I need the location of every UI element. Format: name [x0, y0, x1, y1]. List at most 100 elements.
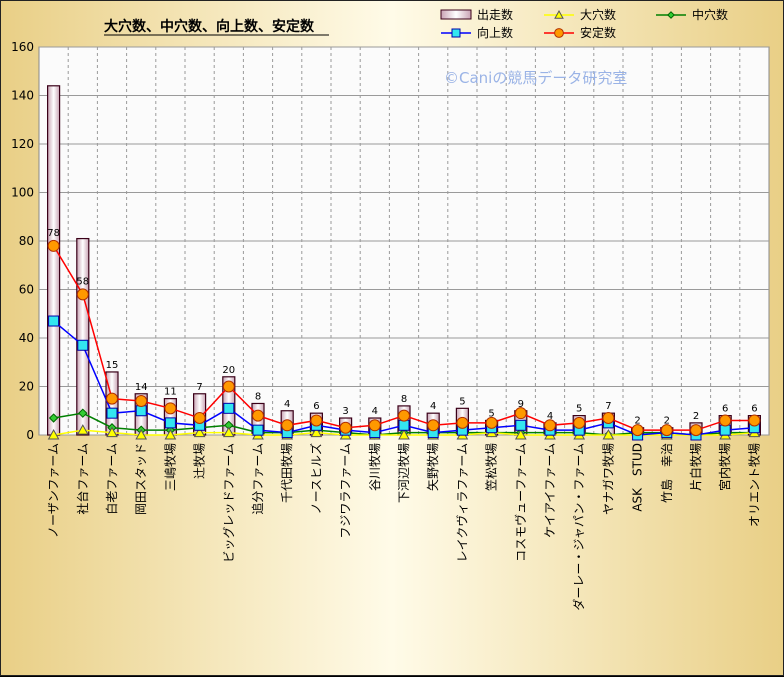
data-point [106, 392, 118, 405]
data-point [690, 424, 702, 437]
data-point [164, 417, 176, 429]
data-point [76, 288, 89, 301]
y-tick-label: 0 [26, 428, 34, 442]
data-label: 2 [693, 411, 699, 422]
y-tick-label: 20 [19, 380, 34, 394]
x-tick-label: 白老ファーム [104, 443, 119, 515]
y-tick-label: 120 [11, 137, 34, 151]
line-series-antei [47, 239, 761, 437]
data-point [719, 424, 731, 436]
legend-label: 安定数 [580, 25, 616, 40]
data-label: 58 [76, 276, 89, 287]
data-point [602, 412, 615, 425]
data-point [78, 408, 88, 418]
data-point [106, 407, 118, 419]
data-point [660, 424, 673, 437]
data-point [719, 414, 732, 427]
y-tick-label: 60 [19, 283, 34, 297]
legend-label: 出走数 [477, 7, 513, 22]
data-point [368, 419, 381, 432]
data-point [398, 428, 410, 440]
data-point [48, 413, 59, 423]
data-label: 6 [313, 401, 319, 412]
data-point [339, 421, 352, 434]
data-point [573, 416, 586, 429]
x-tick-label: 岡田スタッド [134, 443, 148, 515]
data-label: 2 [664, 416, 670, 427]
data-point [106, 426, 118, 438]
x-tick-label: ノースヒルズ [308, 443, 323, 514]
data-label: 5 [459, 396, 465, 407]
legend-marker [667, 11, 675, 19]
data-point [281, 419, 294, 432]
data-label: 2 [634, 416, 640, 427]
x-tick-label: ビッグレッドファーム [222, 443, 236, 563]
legend-item: 向上数 [441, 25, 513, 40]
data-label: 6 [722, 404, 728, 415]
data-label: 4 [284, 399, 290, 410]
legend-marker [554, 28, 564, 38]
data-label: 4 [547, 411, 553, 422]
data-point [602, 428, 615, 440]
legend-label: 向上数 [477, 25, 513, 40]
data-label: 8 [255, 391, 261, 402]
data-point [164, 428, 177, 440]
data-label: 7 [605, 401, 611, 412]
data-point [544, 419, 556, 432]
data-point [398, 409, 410, 422]
data-point [514, 407, 527, 420]
legend-item: 安定数 [544, 25, 616, 40]
data-label: 20 [222, 365, 235, 376]
x-tick-label: コスモヴューファーム [513, 443, 528, 562]
x-tick-label: 辻牧場 [193, 443, 207, 479]
x-tick-label: 追分ファーム [250, 443, 265, 515]
x-tick-label: オリエント牧場 [747, 443, 761, 527]
data-label: 78 [47, 228, 60, 239]
x-tick-label: ヤナガワ牧場 [601, 443, 615, 515]
data-point [47, 428, 60, 440]
data-label: 11 [164, 387, 177, 398]
x-tick-label: ダーレー・ジャパン・ファーム [571, 443, 586, 611]
legend-label: 中穴数 [692, 7, 728, 22]
x-tick-label: 片白牧場 [688, 443, 703, 491]
data-point [164, 402, 177, 415]
data-point [485, 416, 498, 429]
data-label: 6 [751, 404, 757, 415]
data-point [514, 428, 527, 440]
data-point [193, 412, 206, 425]
data-point [135, 395, 148, 408]
data-label: 3 [342, 406, 348, 417]
data-point [222, 380, 235, 393]
legend-item: 大穴数 [544, 7, 616, 22]
x-tick-label: 千代田牧場 [280, 443, 294, 503]
data-label: 9 [518, 399, 524, 410]
y-tick-label: 80 [19, 234, 34, 248]
x-tick-labels: ノーザンファーム 社台ファーム 白老ファーム 岡田スタッド 三嶋牧場 辻牧場 ビッグレッドフ… [47, 443, 762, 611]
legend-item: 中穴数 [656, 7, 728, 22]
data-point [77, 339, 89, 351]
data-label: 7 [196, 382, 202, 393]
data-label: 4 [430, 401, 436, 412]
data-label: 5 [576, 404, 582, 415]
data-point [631, 424, 644, 437]
x-tick-label: 竹島 幸治 [659, 443, 674, 503]
x-tick-label: フジワラファーム [339, 443, 353, 539]
y-tick-label: 160 [11, 40, 34, 54]
data-point [310, 426, 323, 438]
x-tick-label: 三嶋牧場 [163, 443, 177, 491]
data-point [252, 409, 264, 422]
y-tick-label: 140 [11, 89, 34, 103]
x-tick-label: 下河辺牧場 [397, 443, 411, 503]
data-label: 15 [106, 360, 119, 371]
data-label: 5 [488, 408, 494, 419]
data-point [47, 239, 60, 252]
x-tick-label: ケイアイファーム [543, 443, 557, 538]
data-point [223, 402, 235, 414]
data-point [135, 405, 147, 417]
y-tick-label: 100 [11, 186, 34, 200]
x-tick-label: 矢野牧場 [426, 443, 440, 491]
data-point [135, 428, 148, 440]
x-tick-label: レイクヴィラファーム [454, 443, 469, 562]
